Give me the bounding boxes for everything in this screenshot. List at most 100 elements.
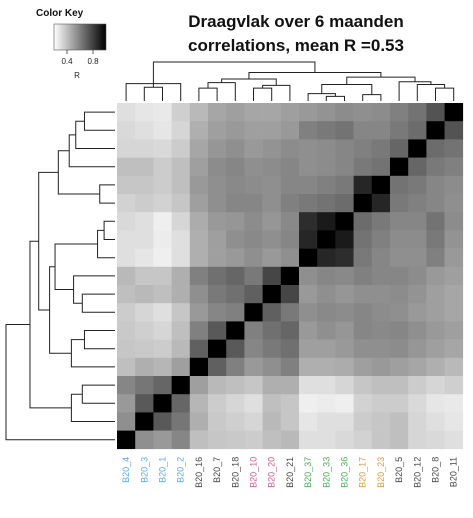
heatmap-cell (117, 230, 136, 249)
heatmap-cell (353, 139, 373, 158)
heatmap-cell (189, 303, 209, 322)
heatmap-cell (335, 412, 354, 431)
heatmap-cell (244, 394, 263, 413)
heatmap-cell (262, 139, 282, 158)
heatmap-cell (189, 357, 209, 377)
heatmap-cell (226, 212, 245, 231)
heatmap-cell (353, 266, 373, 286)
column-label: B20_33 (321, 457, 331, 488)
heatmap-cell (171, 376, 191, 395)
heatmap-cell (371, 412, 391, 431)
heatmap-cell (353, 248, 373, 268)
heatmap-cell (426, 157, 445, 177)
column-label: B20_36 (340, 457, 350, 488)
heatmap-cell (317, 339, 336, 359)
heatmap-cell (262, 194, 282, 213)
heatmap-cell (444, 103, 464, 122)
heatmap-cell (117, 394, 136, 413)
heatmap-cell (390, 321, 409, 340)
heatmap-cell (153, 376, 172, 395)
heatmap-cell (226, 357, 245, 377)
heatmap-cell (153, 321, 172, 340)
heatmap-cell (390, 248, 409, 268)
heatmap-cell (426, 339, 445, 359)
column-label: B20_23 (376, 457, 386, 488)
heatmap-cell (135, 339, 154, 359)
column-label: B20_1 (158, 457, 168, 483)
heatmap-cell (226, 285, 245, 304)
heatmap-cell (153, 175, 172, 195)
color-key-tick-label: 0.8 (87, 57, 99, 66)
heatmap-cell (117, 303, 136, 322)
heatmap-cell (153, 303, 172, 322)
heatmap-cell (135, 376, 154, 395)
dendrogram-branch (29, 240, 72, 409)
heatmap-cell (208, 394, 227, 413)
heatmap-cell (189, 412, 209, 431)
heatmap-cell (280, 157, 300, 177)
dendrogram-branch (346, 76, 416, 85)
column-label: B20_12 (412, 457, 422, 488)
heatmap-cell (317, 321, 336, 340)
dendrogram-branch (248, 72, 382, 79)
heatmap-cell (189, 376, 209, 395)
heatmap-cell (208, 266, 227, 286)
color-key-tick-label: 0.4 (61, 57, 73, 66)
dendrogram-branch (416, 83, 446, 101)
dendrogram-branch (70, 339, 115, 368)
heatmap-cell (335, 430, 354, 450)
heatmap-cell (335, 394, 354, 413)
heatmap-cell (171, 194, 191, 213)
heatmap-cell (244, 266, 263, 286)
heatmap-cell (353, 412, 373, 431)
column-label: B20_20 (267, 457, 277, 488)
heatmap-cell (335, 248, 354, 268)
heatmap-cell (280, 266, 300, 286)
color-key-gradient (53, 23, 107, 51)
heatmap-cell (371, 212, 391, 231)
heatmap-cell (371, 285, 391, 304)
heatmap-cell (444, 303, 464, 322)
heatmap-cell (371, 430, 391, 450)
heatmap-cell (153, 266, 172, 286)
heatmap-cell (244, 157, 263, 177)
heatmap-cell (317, 285, 336, 304)
heatmap-cell (444, 412, 464, 431)
dendrogram-branch (81, 293, 115, 313)
heatmap-cell (353, 103, 373, 122)
heatmap-cell (317, 175, 336, 195)
heatmap-cell (153, 394, 172, 413)
heatmap-cell (171, 103, 191, 122)
column-labels: B20_4 B20_3 B20_1 B20_2 B20_16 B20_7 B20_18 B20… (121, 457, 459, 488)
heatmap-cell (244, 103, 263, 122)
heatmap-cell (299, 339, 318, 359)
heatmap-cell (226, 139, 245, 158)
heatmap-cell (444, 285, 464, 304)
heatmap-cell (153, 121, 172, 140)
heatmap-cell (244, 212, 263, 231)
heatmap-cell (189, 430, 209, 450)
heatmap-cell (317, 430, 336, 450)
heatmap-cell (408, 175, 427, 195)
heatmap-cell (444, 339, 464, 359)
heatmap-cell (371, 248, 391, 268)
heatmap-cell (426, 321, 445, 340)
dendrogram-branch (49, 266, 72, 354)
dendrogram-branch (99, 184, 115, 204)
heatmap-cell (390, 230, 409, 249)
dendrogram-branch (73, 275, 115, 304)
heatmap-cell (317, 394, 336, 413)
heatmap-cell (444, 248, 464, 268)
heatmap-cell (353, 230, 373, 249)
heatmap-cell (244, 321, 263, 340)
heatmap-cell (262, 412, 282, 431)
heatmap-cell (371, 357, 391, 377)
heatmap-cell (208, 303, 227, 322)
heatmap-cell (262, 285, 282, 304)
heatmap-cell (171, 357, 191, 377)
heatmap-cell (171, 412, 191, 431)
heatmap-cell (408, 339, 427, 359)
dendrogram-branch (253, 87, 273, 101)
heatmap-cell (262, 157, 282, 177)
dendrogram-branch (143, 86, 163, 101)
